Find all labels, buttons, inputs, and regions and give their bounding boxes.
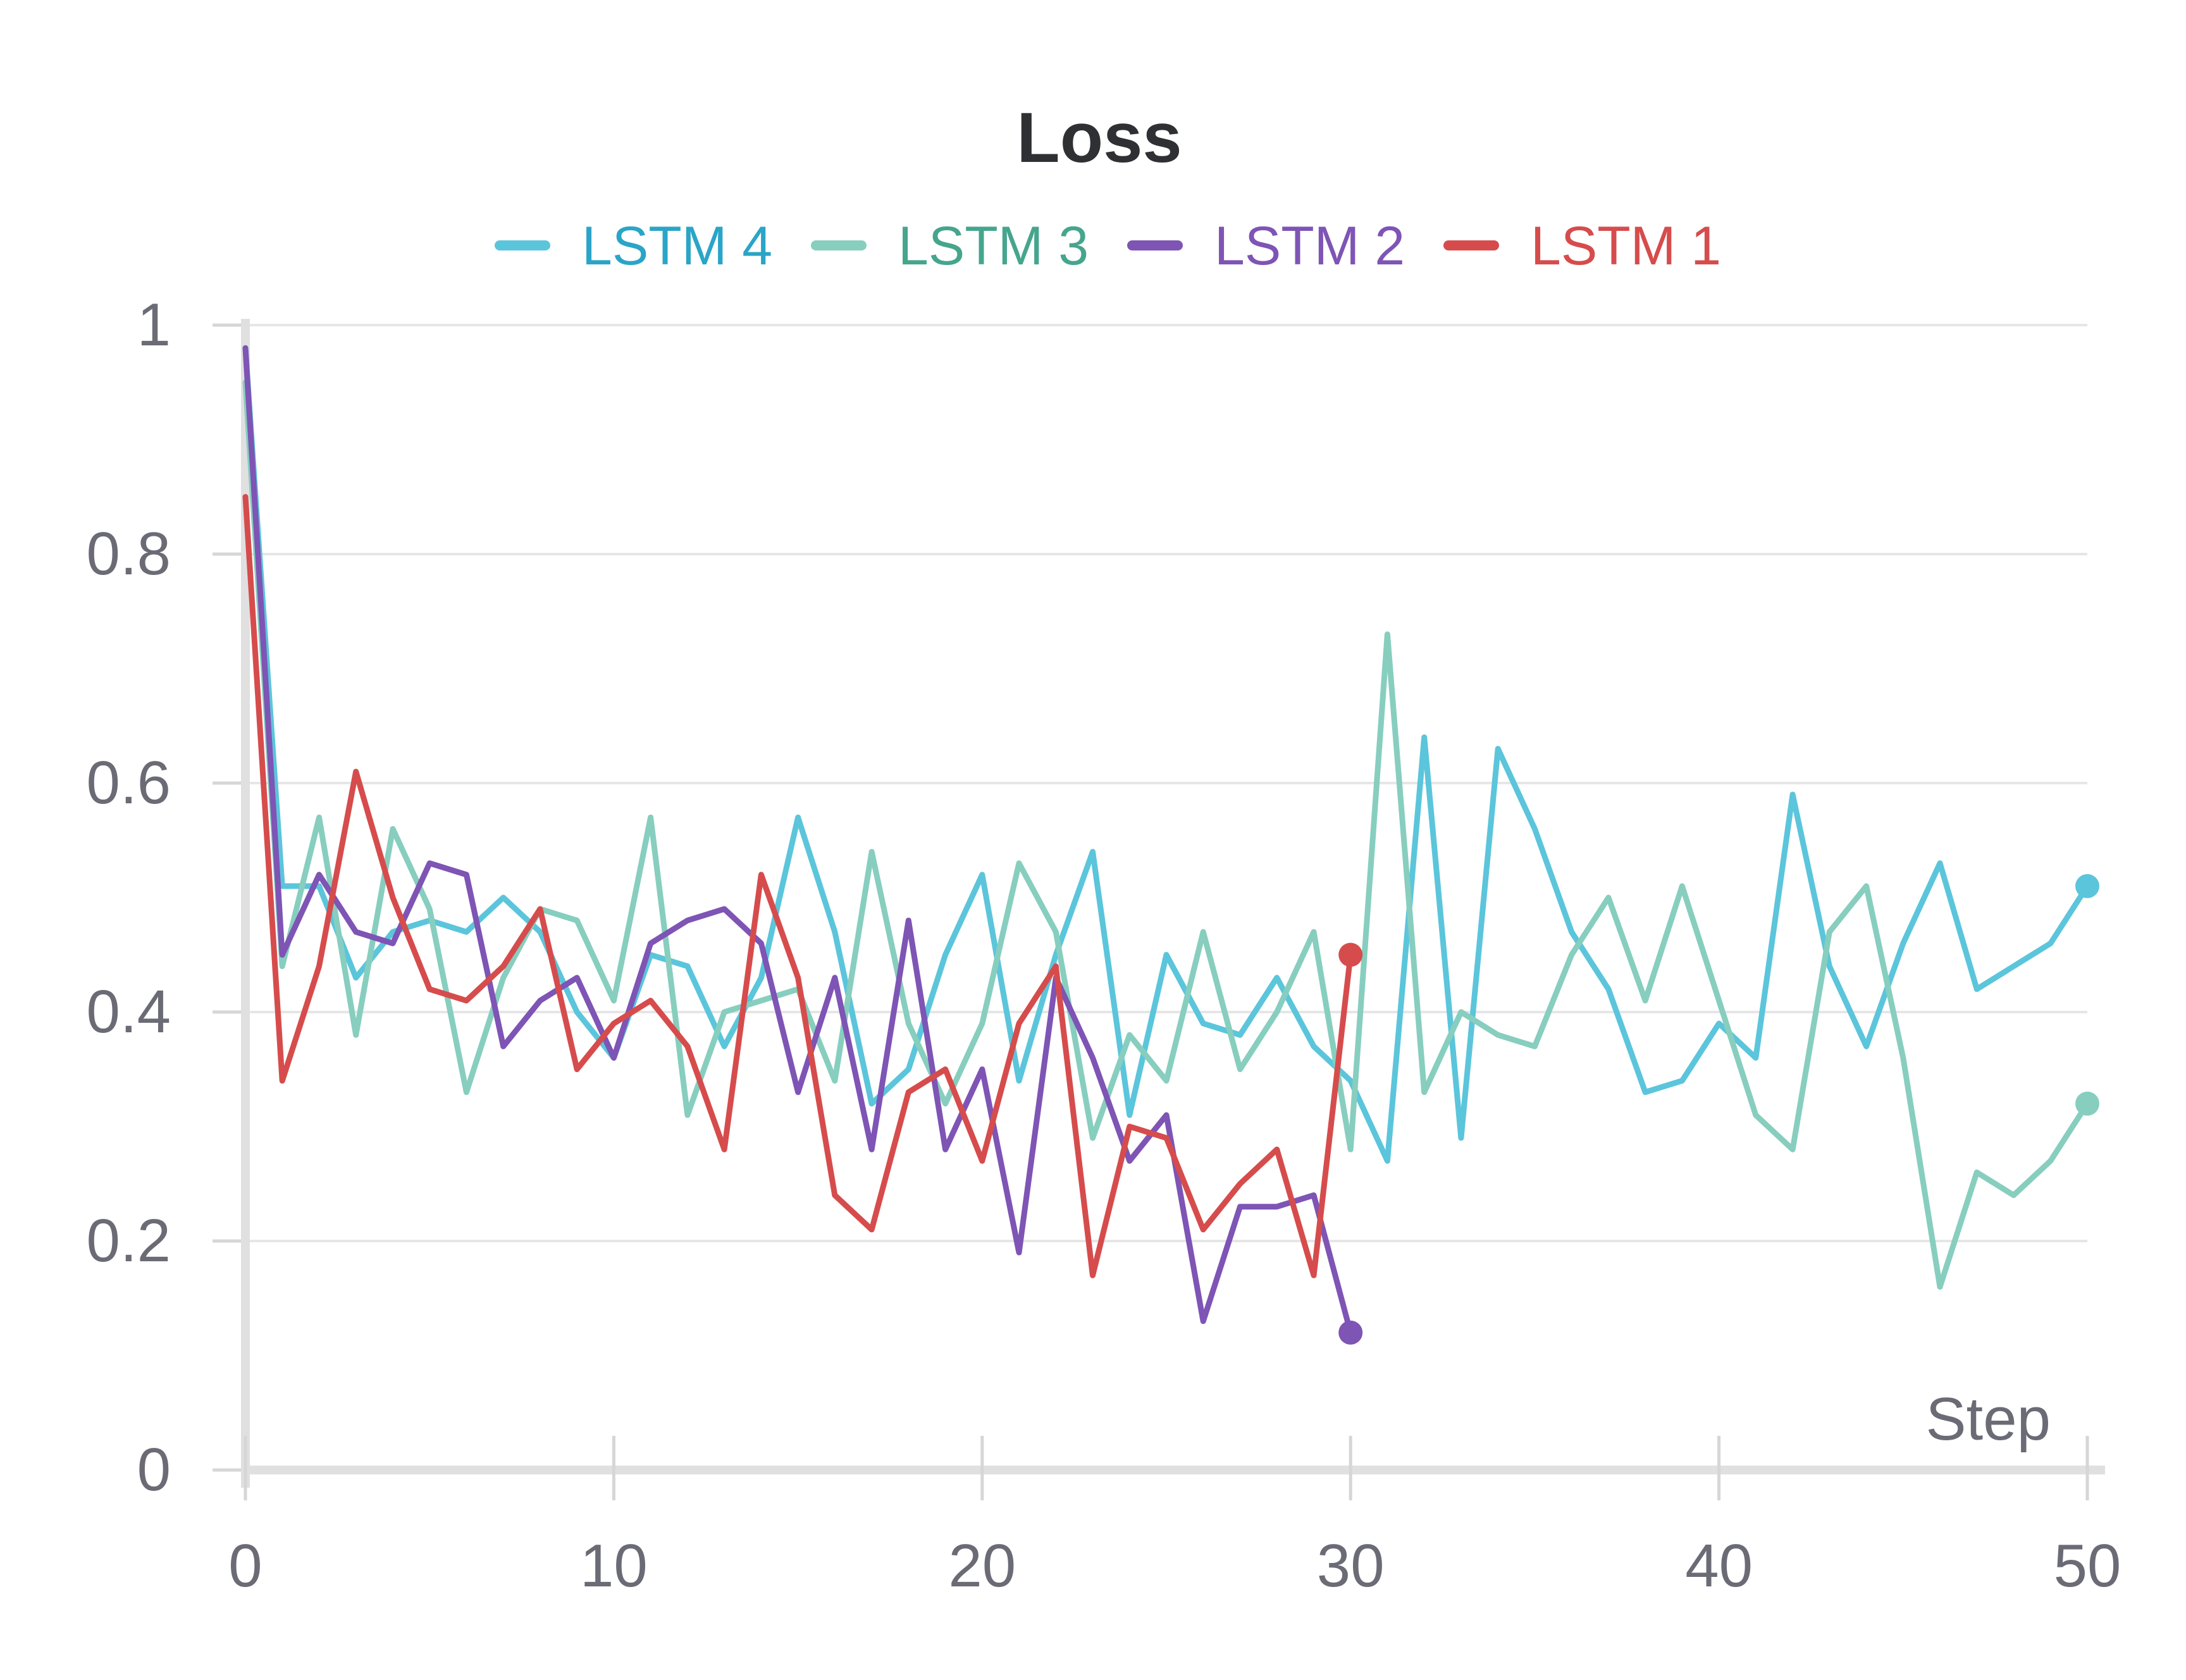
legend-item-4[interactable]: LSTM 1 (1443, 216, 1721, 276)
x-axis-label: Step (1926, 1385, 2051, 1453)
series-end-point-1 (2075, 874, 2099, 898)
y-tick-label: 0.6 (87, 749, 171, 817)
x-tick-label: 40 (1685, 1532, 1753, 1600)
x-tick-label: 50 (2054, 1532, 2121, 1600)
legend-item-3[interactable]: LSTM 2 (1127, 216, 1405, 276)
series-end-point-2 (2075, 1091, 2099, 1116)
x-tick-label: 30 (1317, 1532, 1385, 1600)
y-tick-label: 0.4 (87, 978, 171, 1046)
series-lines (242, 345, 2090, 1336)
y-tick-label: 0.8 (87, 520, 171, 588)
legend-item-1[interactable]: LSTM 4 (495, 216, 772, 276)
chart-title: Loss (1016, 98, 1182, 177)
series-end-point-3 (1338, 1320, 1363, 1345)
series-end-points (1338, 874, 2099, 1345)
legend: LSTM 4 LSTM 3 LSTM 2 LSTM 1 (495, 216, 1721, 276)
series-line-3 (242, 345, 1354, 1336)
legend-label: LSTM 1 (1531, 216, 1721, 276)
series-line-4 (242, 494, 1354, 1278)
x-tick-label: 20 (948, 1532, 1016, 1600)
y-tick-label: 0.2 (87, 1207, 171, 1275)
series-end-point-4 (1338, 942, 1363, 967)
x-tick-label: 0 (228, 1532, 262, 1600)
x-tick-label: 10 (580, 1532, 648, 1600)
legend-label: LSTM 4 (582, 216, 772, 276)
legend-label: LSTM 2 (1214, 216, 1405, 276)
legend-item-2[interactable]: LSTM 3 (811, 216, 1089, 276)
grid (245, 324, 2087, 1242)
series-line-2 (242, 380, 2090, 1290)
y-tick-label: 1 (137, 291, 171, 359)
y-tick-label: 0 (137, 1436, 171, 1504)
axes: 00.20.40.60.810 10 20 30 40 50 (87, 291, 2121, 1600)
legend-label: LSTM 3 (898, 216, 1089, 276)
